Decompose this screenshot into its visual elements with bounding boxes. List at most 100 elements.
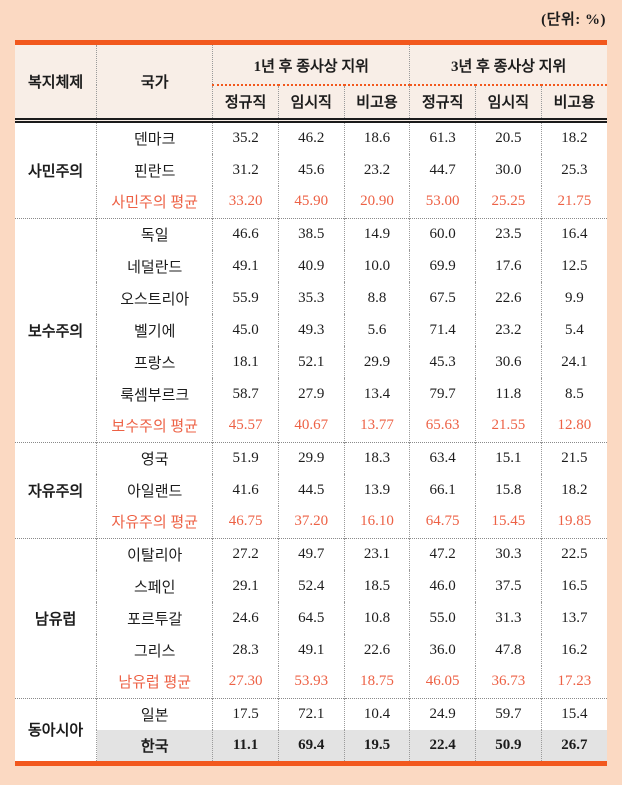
country-cell: 영국 [96, 441, 213, 474]
value-cell: 18.6 [343, 120, 410, 154]
value-cell: 46.75 [212, 506, 279, 538]
value-cell: 60.0 [409, 217, 476, 250]
value-cell: 21.5 [540, 441, 607, 474]
value-cell: 25.3 [540, 154, 607, 186]
value-cell: 72.1 [277, 697, 345, 730]
value-cell: 71.4 [409, 314, 476, 346]
value-cell: 5.4 [540, 314, 607, 346]
table-row: 포르투갈 24.6 64.5 10.8 55.0 31.3 13.7 [15, 602, 607, 634]
value-cell: 47.8 [475, 634, 542, 666]
country-cell: 이탈리아 [96, 537, 213, 570]
country-cell: 네덜란드 [96, 250, 213, 282]
table-row: 사민주의 덴마크 35.2 46.2 18.6 61.3 20.5 18.2 [15, 120, 607, 180]
value-cell: 69.9 [409, 250, 476, 282]
value-cell: 38.5 [277, 217, 345, 250]
table-row: 아일랜드 41.6 44.5 13.9 66.1 15.8 18.2 [15, 474, 607, 506]
table-body: 사민주의 덴마크 35.2 46.2 18.6 61.3 20.5 18.2 핀란드 31.2 45… [15, 120, 607, 764]
value-cell: 23.2 [343, 154, 410, 186]
value-cell: 53.00 [409, 186, 476, 218]
value-cell: 22.6 [343, 634, 410, 666]
value-cell: 23.5 [475, 217, 542, 250]
value-cell: 63.4 [409, 441, 476, 474]
value-cell: 8.8 [343, 282, 410, 314]
value-cell: 46.0 [409, 570, 476, 602]
header-regime: 복지체제 [15, 42, 97, 123]
value-cell: 16.5 [540, 570, 607, 602]
value-cell: 46.6 [212, 217, 279, 250]
value-cell: 11.1 [212, 730, 279, 764]
regime-cell: 동아시아 [15, 697, 97, 764]
value-cell: 12.5 [540, 250, 607, 282]
value-cell: 36.0 [409, 634, 476, 666]
average-row: 사민주의 평균 33.20 45.90 20.90 53.00 25.25 21.75 [15, 186, 607, 218]
statistics-table-container: 복지체제 국가 1년 후 종사상 지위 3년 후 종사상 지위 정규직 임시직 … [15, 40, 607, 766]
country-cell: 남유럽 평균 [96, 666, 213, 698]
value-cell: 36.73 [475, 666, 542, 698]
country-cell: 일본 [96, 697, 213, 730]
value-cell: 10.4 [343, 697, 410, 730]
value-cell: 53.93 [277, 666, 345, 698]
value-cell: 40.67 [277, 410, 345, 442]
value-cell: 5.6 [343, 314, 410, 346]
value-cell: 49.7 [277, 537, 345, 570]
header-nonemployed-1yr: 비고용 [343, 85, 410, 123]
value-cell: 20.90 [343, 186, 410, 218]
value-cell: 15.4 [540, 697, 607, 730]
value-cell: 11.8 [475, 378, 542, 410]
table-row: 그리스 28.3 49.1 22.6 36.0 47.8 16.2 [15, 634, 607, 666]
value-cell: 22.5 [540, 537, 607, 570]
value-cell: 27.2 [212, 537, 279, 570]
value-cell: 31.3 [475, 602, 542, 634]
value-cell: 30.3 [475, 537, 542, 570]
value-cell: 16.4 [540, 217, 607, 250]
header-year1: 1년 후 종사상 지위 [212, 42, 410, 86]
country-cell: 프랑스 [96, 346, 213, 378]
table-row: 핀란드 31.2 45.6 23.2 44.7 30.0 25.3 [15, 154, 607, 186]
country-cell: 사민주의 평균 [96, 186, 213, 218]
header-temporary-3yr: 임시직 [475, 85, 542, 123]
value-cell: 55.0 [409, 602, 476, 634]
value-cell: 44.7 [409, 154, 476, 186]
value-cell: 18.5 [343, 570, 410, 602]
value-cell: 8.5 [540, 378, 607, 410]
value-cell: 64.75 [409, 506, 476, 538]
value-cell: 9.9 [540, 282, 607, 314]
value-cell: 41.6 [212, 474, 279, 506]
value-cell: 55.9 [212, 282, 279, 314]
value-cell: 16.10 [343, 506, 410, 538]
country-cell: 스페인 [96, 570, 213, 602]
value-cell: 27.9 [277, 378, 345, 410]
value-cell: 64.5 [277, 602, 345, 634]
value-cell: 45.57 [212, 410, 279, 442]
value-cell: 51.9 [212, 441, 279, 474]
value-cell: 49.1 [277, 634, 345, 666]
value-cell: 46.05 [409, 666, 476, 698]
regime-cell: 남유럽 [15, 537, 97, 698]
header-row-sub: 정규직 임시직 비고용 정규직 임시직 비고용 [15, 85, 607, 123]
value-cell: 45.6 [277, 154, 345, 186]
country-cell: 아일랜드 [96, 474, 213, 506]
value-cell: 47.2 [409, 537, 476, 570]
value-cell: 29.9 [343, 346, 410, 378]
header-regular-1yr: 정규직 [212, 85, 279, 123]
average-row: 보수주의 평균 45.57 40.67 13.77 65.63 21.55 12.80 [15, 410, 607, 442]
country-cell: 벨기에 [96, 314, 213, 346]
value-cell: 15.1 [475, 441, 542, 474]
table-header: 복지체제 국가 1년 후 종사상 지위 3년 후 종사상 지위 정규직 임시직 … [15, 42, 607, 123]
unit-label: (단위: %) [541, 12, 606, 28]
country-cell: 룩셈부르크 [96, 378, 213, 410]
regime-cell: 자유주의 [15, 441, 97, 538]
value-cell: 30.6 [475, 346, 542, 378]
value-cell: 26.7 [540, 730, 607, 764]
value-cell: 45.3 [409, 346, 476, 378]
value-cell: 21.75 [540, 186, 607, 218]
regime-cell: 보수주의 [15, 217, 97, 442]
average-row: 자유주의 평균 46.75 37.20 16.10 64.75 15.45 19.85 [15, 506, 607, 538]
value-cell: 29.9 [277, 441, 345, 474]
header-temporary-1yr: 임시직 [277, 85, 345, 123]
table-row: 동아시아 일본 17.5 72.1 10.4 24.9 59.7 15.4 [15, 697, 607, 764]
value-cell: 19.85 [540, 506, 607, 538]
value-cell: 49.1 [212, 250, 279, 282]
value-cell: 16.2 [540, 634, 607, 666]
highlight-row: 한국 11.1 69.4 19.5 22.4 50.9 26.7 [15, 730, 607, 764]
